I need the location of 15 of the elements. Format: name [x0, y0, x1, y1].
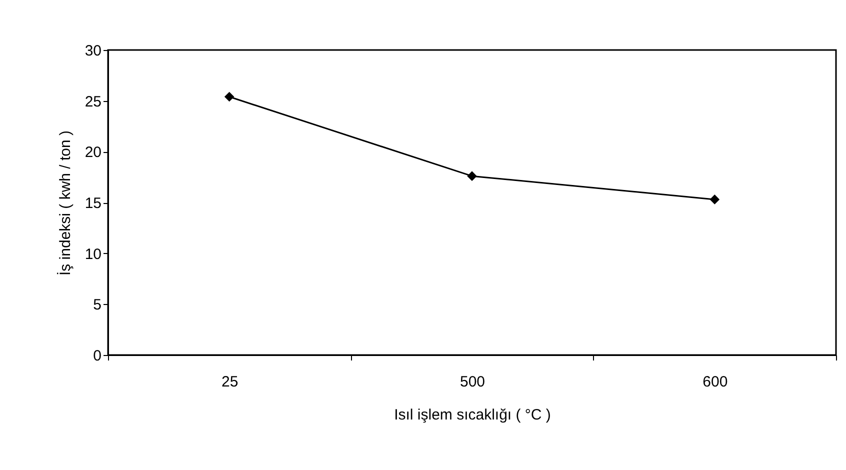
point: [467, 171, 477, 181]
point: [224, 92, 234, 102]
y-tick-label: 15: [84, 195, 102, 212]
y-tick-label: 30: [84, 42, 102, 60]
y-tick-label: 5: [93, 296, 102, 314]
y-tick-label: 20: [84, 144, 102, 162]
y-tick-label: 0: [93, 348, 102, 364]
point: [710, 194, 720, 204]
y-tick-label: 25: [84, 93, 102, 110]
x-tick-label: 25: [221, 374, 238, 390]
y-tick-label: 10: [84, 246, 102, 263]
x-tick-label: 600: [702, 374, 728, 390]
y-axis-title: İş indeksi ( kwh / ton ): [56, 130, 74, 276]
x-axis-title: Isıl işlem sıcaklığı ( °C ): [394, 406, 551, 424]
x-tick-label: 500: [460, 374, 486, 390]
